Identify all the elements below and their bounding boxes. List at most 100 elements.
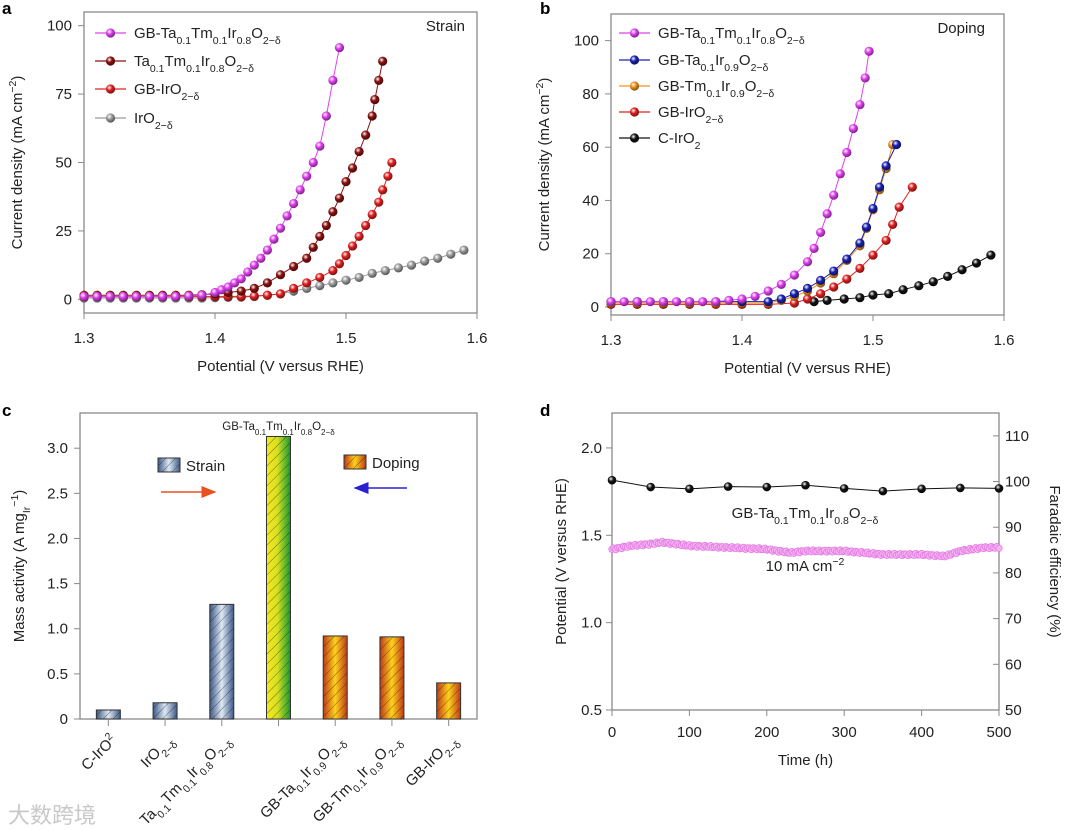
data-point bbox=[789, 298, 800, 308]
data-point bbox=[606, 297, 616, 307]
bar-1 bbox=[152, 702, 178, 720]
y-tick-label: 25 bbox=[55, 223, 72, 240]
data-point bbox=[898, 285, 908, 295]
data-point bbox=[249, 260, 259, 270]
legend-label: GB-Ta0.1Tm0.1Ir0.8O2−δ bbox=[658, 25, 805, 47]
x-tick-label: 1.6 bbox=[994, 332, 1015, 349]
data-point bbox=[370, 94, 380, 105]
data-point bbox=[275, 270, 286, 280]
data-point bbox=[671, 297, 682, 307]
data-point bbox=[347, 241, 358, 251]
data-point bbox=[105, 291, 115, 302]
data-point bbox=[698, 297, 708, 307]
legend-marker bbox=[105, 28, 116, 38]
watermark: 大数跨境 bbox=[8, 803, 96, 828]
bar-3 bbox=[266, 435, 291, 720]
y-tick-label: 0 bbox=[591, 299, 599, 316]
data-point bbox=[262, 245, 272, 255]
legend-swatch-hatch bbox=[343, 454, 367, 470]
y-tick-label: 100 bbox=[47, 18, 72, 35]
legend-marker bbox=[629, 28, 640, 38]
y-tick-label-left: 0.5 bbox=[581, 702, 602, 719]
data-point bbox=[378, 56, 388, 66]
x-tick-label: 100 bbox=[677, 724, 702, 741]
x-axis-label: Potential (V versus RHE) bbox=[724, 360, 891, 377]
data-point bbox=[763, 297, 773, 307]
panel-letter-a: a bbox=[2, 0, 12, 18]
legend-label: C-IrO2 bbox=[658, 130, 701, 152]
series-potential bbox=[608, 537, 1003, 561]
data-point bbox=[118, 291, 128, 302]
data-point bbox=[943, 271, 953, 281]
series-0 bbox=[79, 42, 345, 302]
y-tick-label: 100 bbox=[574, 33, 599, 50]
series-line bbox=[84, 47, 340, 298]
y-axis-label: Current density (mA cm−2) bbox=[7, 76, 26, 250]
data-point bbox=[308, 157, 318, 168]
data-point bbox=[374, 75, 384, 86]
data-point bbox=[433, 253, 443, 263]
data-point bbox=[839, 294, 849, 304]
data-point bbox=[864, 46, 874, 56]
y-tick-label: 0.5 bbox=[47, 666, 68, 683]
y-tick-label-right: 90 bbox=[1005, 519, 1022, 536]
data-point bbox=[789, 289, 800, 299]
x-tick-label: 1.5 bbox=[863, 332, 884, 349]
data-point bbox=[855, 238, 865, 248]
y-tick-label: 40 bbox=[582, 192, 599, 209]
legend-marker bbox=[629, 107, 640, 117]
series-line bbox=[813, 254, 992, 303]
x-tick-label: 500 bbox=[986, 724, 1011, 741]
legend-label: Strain bbox=[186, 458, 225, 475]
data-point bbox=[361, 220, 371, 231]
panel-annotation: Strain bbox=[426, 18, 465, 35]
x-tick-label: 300 bbox=[832, 724, 857, 741]
panel-d: 0 100 200 300 400 500 0.5 1.0 1.5 2.0 50 60 70 80 90 10… bbox=[553, 412, 1063, 769]
data-point bbox=[269, 234, 279, 244]
data-point bbox=[868, 203, 878, 214]
data-point bbox=[956, 483, 965, 493]
data-point bbox=[789, 270, 800, 280]
data-point bbox=[658, 297, 669, 307]
data-point bbox=[868, 290, 878, 300]
data-point bbox=[917, 484, 926, 494]
data-point bbox=[341, 275, 351, 285]
data-point bbox=[374, 197, 384, 207]
bar-2 bbox=[209, 603, 235, 720]
data-point bbox=[393, 263, 403, 273]
x-tick-label: 0 bbox=[608, 724, 616, 741]
data-point bbox=[223, 282, 233, 292]
legend-marker bbox=[105, 84, 116, 94]
data-point bbox=[816, 275, 826, 285]
data-point bbox=[801, 480, 810, 490]
x-tick-label: 400 bbox=[909, 724, 934, 741]
data-point bbox=[607, 475, 617, 485]
series-faradaic-efficiency bbox=[607, 475, 1004, 496]
data-point bbox=[354, 231, 364, 241]
data-point bbox=[230, 278, 240, 288]
data-point bbox=[724, 295, 734, 305]
data-point bbox=[750, 291, 760, 301]
data-point bbox=[619, 297, 629, 307]
data-point bbox=[861, 222, 872, 232]
data-point bbox=[334, 259, 345, 269]
data-point bbox=[334, 193, 345, 203]
legend-label: GB-Ta0.1Tm0.1Ir0.8O2−δ bbox=[134, 25, 281, 47]
data-point bbox=[328, 75, 338, 86]
data-point bbox=[295, 185, 305, 195]
data-point bbox=[723, 482, 733, 491]
data-point bbox=[855, 293, 865, 303]
data-point bbox=[829, 190, 839, 200]
legend-label: Doping bbox=[372, 455, 420, 472]
data-point bbox=[881, 161, 891, 171]
bar-hatch bbox=[322, 635, 348, 720]
data-point bbox=[848, 123, 858, 134]
x-tick-label: 1.6 bbox=[467, 330, 488, 347]
data-point bbox=[383, 171, 393, 181]
y-tick-label-right: 110 bbox=[1005, 428, 1029, 445]
bar-hatch bbox=[95, 709, 121, 720]
legend-marker bbox=[105, 56, 116, 66]
data-point bbox=[256, 253, 266, 263]
data-point bbox=[367, 268, 377, 278]
y-tick-label-left: 2.0 bbox=[581, 440, 602, 457]
